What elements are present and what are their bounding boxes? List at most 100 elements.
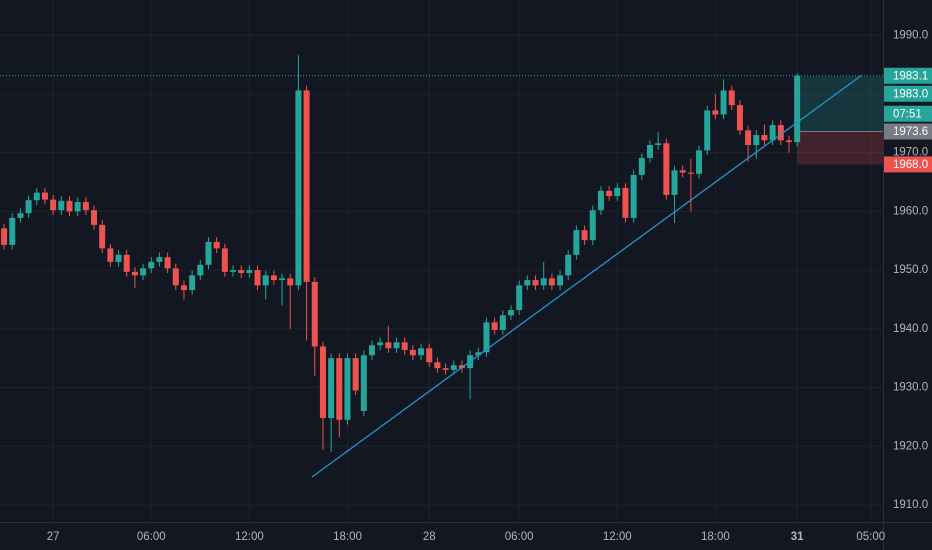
candle-body (736, 105, 743, 131)
candle-body (499, 315, 506, 330)
candle-body (360, 355, 367, 412)
candle-body (172, 268, 179, 286)
x-tick-label: 06:00 (137, 531, 166, 543)
candle-body (164, 257, 171, 269)
candle-body (352, 358, 359, 391)
x-tick-label: 06:00 (505, 531, 534, 543)
x-tick-label: 18:00 (701, 531, 730, 543)
candle-body (785, 140, 792, 143)
x-tick-label: 28 (423, 531, 436, 543)
loss-zone (797, 131, 883, 165)
candle-body (720, 90, 727, 115)
position-tool (0, 75, 883, 165)
x-tick-label: 12:00 (603, 531, 632, 543)
candle-body (753, 135, 760, 146)
candle-body (17, 213, 24, 218)
stop-label: 1968.0 (893, 159, 928, 171)
candle-body (794, 75, 801, 143)
candle-body (262, 275, 269, 286)
candle-body (646, 145, 653, 158)
candle-body (507, 310, 514, 316)
candle-body (91, 210, 98, 225)
trend-line (311, 74, 863, 478)
candle-body (712, 110, 719, 115)
candle-body (287, 278, 294, 286)
candle-body (597, 190, 604, 211)
candle-body (679, 170, 686, 173)
candle-body (655, 143, 662, 146)
candle-body (115, 254, 122, 262)
last-price-label-box (884, 67, 932, 84)
candle-body (82, 201, 89, 211)
candle-body (761, 135, 768, 141)
x-tick-label: 05:00 (856, 531, 885, 543)
profit-zone (797, 76, 883, 132)
candle-body (671, 170, 678, 195)
candle-body (745, 130, 752, 146)
candle-body (328, 358, 335, 419)
candle-body (483, 322, 490, 353)
candle-body (638, 157, 645, 175)
entry-label: 1973.6 (893, 126, 928, 138)
candle-body (418, 348, 425, 356)
entry-label-box (884, 123, 932, 140)
last-price-label: 1983.1 (893, 70, 928, 82)
candle-body (696, 150, 703, 174)
y-tick-label: 1990.0 (893, 29, 928, 41)
candle-body (614, 187, 621, 197)
y-tick-label: 1950.0 (893, 264, 928, 276)
candle-body (66, 200, 73, 212)
stop-label-box (884, 156, 932, 173)
candle-body (344, 358, 351, 420)
candle-body (687, 172, 694, 174)
candle-body (254, 270, 261, 286)
candle-body (491, 322, 498, 330)
candle-body (573, 230, 580, 255)
candle-body (107, 248, 114, 262)
candle-body (246, 270, 253, 274)
candle-body (221, 248, 228, 272)
candle-body (140, 268, 147, 276)
candle-body (311, 281, 318, 347)
candle-body (213, 241, 220, 249)
y-tick-label: 1910.0 (893, 499, 928, 511)
candle-body (663, 143, 670, 195)
candle-body (442, 368, 449, 370)
candle-body (704, 110, 711, 151)
candle-body (33, 192, 40, 201)
candle-body (409, 349, 416, 356)
x-tick-label: 12:00 (235, 531, 264, 543)
x-tick-label: 18:00 (333, 531, 362, 543)
candle-body (50, 199, 57, 211)
countdown-label-box (884, 105, 932, 122)
candle-body (1, 228, 8, 245)
candle-body (25, 200, 32, 214)
candle-body (189, 275, 196, 291)
candle-body (581, 230, 588, 241)
y-tick-label: 1930.0 (893, 382, 928, 394)
candle-body (622, 187, 629, 218)
candle-body (589, 210, 596, 241)
candle-body (58, 200, 65, 211)
candle-body (565, 254, 572, 276)
candle-body (401, 342, 408, 350)
candle-body (728, 90, 735, 106)
candle-body (524, 280, 531, 286)
y-tick-label: 1940.0 (893, 323, 928, 335)
candle-body (41, 192, 48, 200)
candle-body (319, 346, 326, 419)
candle-body (295, 90, 302, 286)
candle-body (123, 254, 130, 272)
candle-body (385, 342, 392, 349)
candle-body (197, 264, 204, 276)
candle-body (450, 365, 457, 370)
candle-body (230, 270, 237, 272)
candle-body (205, 241, 212, 265)
candle-body (99, 224, 106, 249)
candle-body (426, 348, 433, 363)
candle-body (9, 217, 16, 245)
x-tick-label: 31 (791, 531, 804, 543)
target-label-box (884, 85, 932, 102)
candle-body (630, 174, 637, 218)
